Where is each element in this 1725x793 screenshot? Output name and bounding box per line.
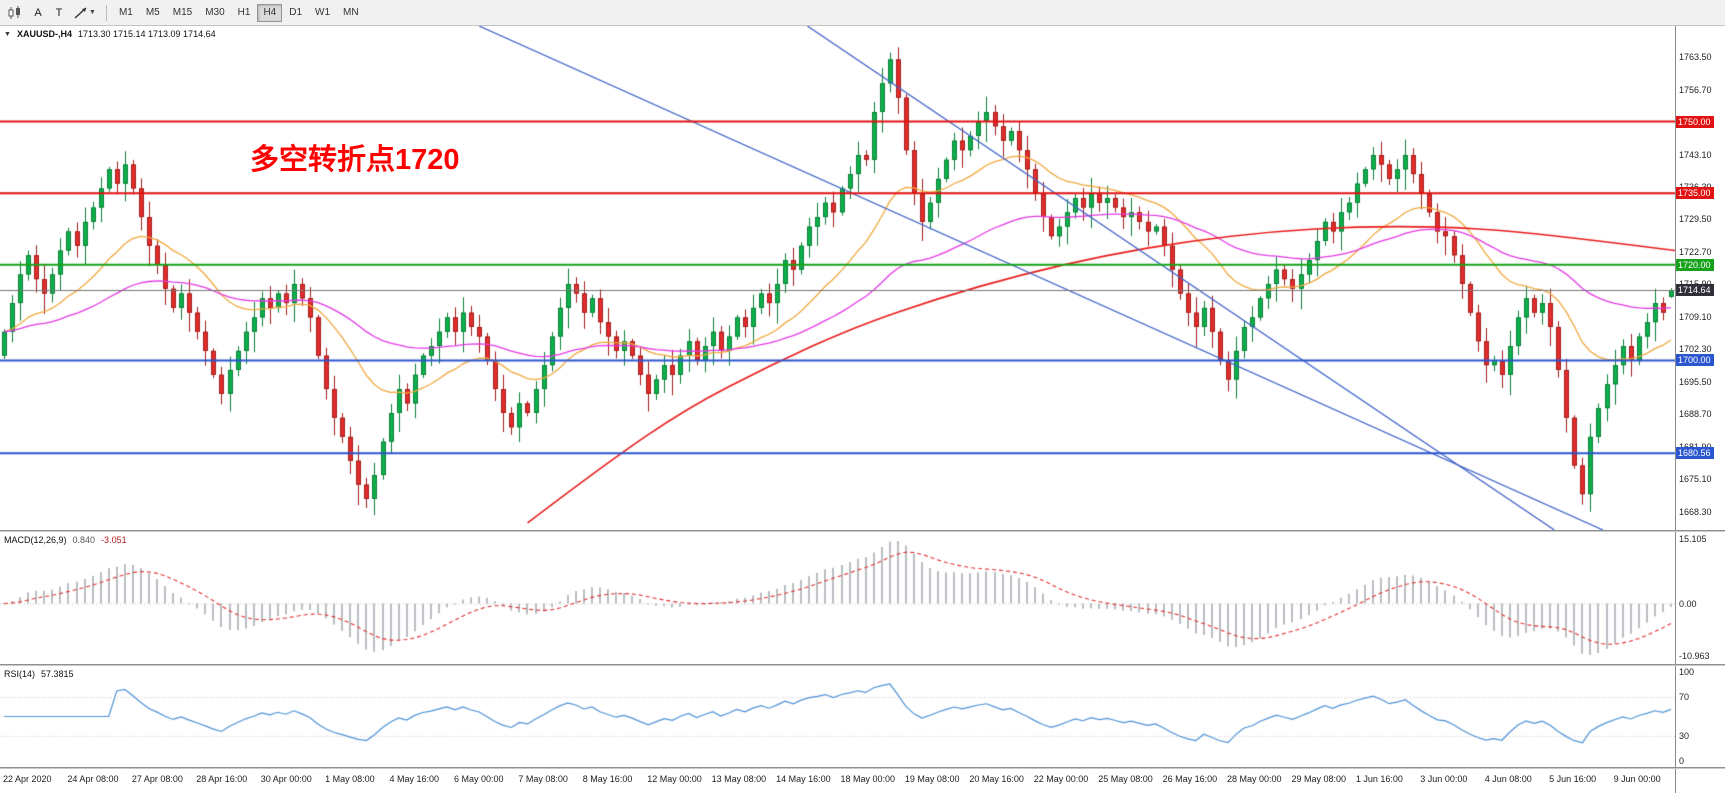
time-label: 28 May 00:00 (1227, 774, 1282, 784)
macd-label: MACD(12,26,9) (4, 535, 67, 545)
rsi-label: RSI(14) (4, 669, 36, 679)
toolbar: A T ▼ M1 M5 M15 M30 H1 H4 D1 W1 MN (0, 0, 1725, 26)
time-label: 1 May 08:00 (325, 774, 375, 784)
panel-divider[interactable] (0, 664, 1725, 666)
rsi-axis-label: 30 (1679, 730, 1690, 741)
chart-window: ▼ XAUUSD-,H4 1713.30 1715.14 1713.09 171… (0, 26, 1725, 793)
price-tick-label: 1715.90 (1679, 279, 1712, 289)
rsi-axis-label: 0 (1679, 756, 1685, 766)
current-price-badge: 1714.64 (1676, 284, 1714, 297)
chevron-down-icon: ▼ (89, 9, 96, 16)
macd-axis[interactable]: 15.105 0.00 -10.963 (1675, 532, 1725, 664)
rsi-panel: RSI(14) 57.3815 100 70 30 0 (0, 666, 1725, 767)
text-tool-button[interactable]: T (49, 3, 69, 23)
tf-m30-button[interactable]: M30 (199, 4, 230, 22)
time-label: 5 Jun 16:00 (1549, 774, 1597, 784)
symbol-label: XAUUSD-,H4 (16, 29, 72, 39)
time-label: 20 May 16:00 (969, 774, 1024, 784)
time-label: 4 May 16:00 (389, 774, 440, 784)
rsi-axis-label: 100 (1679, 667, 1695, 677)
time-label: 24 Apr 08:00 (67, 774, 119, 784)
panel-divider[interactable] (0, 767, 1725, 769)
time-label: 6 May 00:00 (453, 774, 504, 784)
symbol-marker-icon: ▼ (4, 30, 11, 38)
tf-w1-button[interactable]: W1 (309, 4, 336, 22)
draw-line-tool-icon[interactable]: ▼ (70, 2, 100, 24)
tf-m5-button[interactable]: M5 (140, 4, 166, 22)
main-chart-panel: ▼ XAUUSD-,H4 1713.30 1715.14 1713.09 171… (0, 26, 1725, 530)
tf-h4-button[interactable]: H4 (257, 3, 283, 22)
panel-divider[interactable] (0, 530, 1725, 532)
price-chart-canvas[interactable] (0, 26, 1675, 530)
time-label: 29 May 08:00 (1291, 774, 1346, 784)
time-label: 12 May 00:00 (647, 774, 702, 784)
axis-separator (1675, 769, 1676, 793)
price-line-badge: 1750.00 (1676, 115, 1714, 128)
time-label: 9 Jun 00:00 (1613, 774, 1661, 784)
time-label: 30 Apr 00:00 (260, 774, 312, 784)
price-tick-label: 1681.90 (1679, 442, 1712, 452)
price-line-badge: 1680.56 (1676, 447, 1714, 460)
macd-signal-value: -3.051 (101, 535, 127, 545)
tf-mn-button[interactable]: MN (337, 4, 365, 22)
tf-m15-button[interactable]: M15 (167, 4, 198, 22)
price-tick-label: 1763.50 (1679, 52, 1712, 63)
price-tick-label: 1709.10 (1679, 311, 1712, 322)
time-label: 28 Apr 16:00 (196, 774, 248, 784)
time-label: 26 May 16:00 (1162, 774, 1218, 784)
time-label: 7 May 08:00 (518, 774, 568, 784)
macd-header: MACD(12,26,9) 0.840 -3.051 (4, 535, 127, 545)
rsi-axis-label: 70 (1679, 692, 1690, 703)
toolbar-separator (105, 4, 107, 21)
price-tick-label: 1736.30 (1679, 182, 1712, 192)
candlestick-chart-icon[interactable] (4, 2, 27, 24)
time-axis[interactable]: 22 Apr 2020 24 Apr 08:00 27 Apr 08:00 28 Ap… (0, 769, 1725, 793)
price-tick-label: 1729.50 (1679, 214, 1712, 225)
tf-d1-button[interactable]: D1 (283, 4, 308, 22)
price-line-badge: 1700.00 (1676, 354, 1714, 367)
time-label: 25 May 08:00 (1098, 774, 1153, 784)
price-tick-label: 1743.10 (1679, 149, 1712, 160)
rsi-header: RSI(14) 57.3815 (4, 669, 74, 679)
time-label: 13 May 08:00 (711, 774, 767, 784)
rsi-chart-canvas[interactable] (0, 666, 1675, 767)
price-line-badge: 1735.00 (1676, 187, 1714, 200)
macd-axis-label: 0.00 (1679, 598, 1697, 609)
tf-m1-button[interactable]: M1 (113, 4, 139, 22)
ohlc-values: 1713.30 1715.14 1713.09 1714.64 (77, 29, 216, 39)
time-label: 18 May 00:00 (840, 774, 896, 784)
macd-main-value: 0.840 (72, 535, 96, 545)
price-tick-label: 1688.70 (1679, 409, 1712, 420)
rsi-axis[interactable]: 100 70 30 0 (1675, 666, 1725, 767)
time-label: 8 May 16:00 (582, 774, 633, 784)
price-tick-label: 1675.10 (1679, 474, 1712, 485)
macd-axis-label: 15.105 (1679, 534, 1707, 544)
chart-header: ▼ XAUUSD-,H4 1713.30 1715.14 1713.09 171… (4, 29, 216, 39)
tf-h1-button[interactable]: H1 (232, 4, 257, 22)
time-label: 22 May 00:00 (1033, 774, 1089, 784)
time-label: 22 Apr 2020 (3, 774, 52, 784)
time-label: 27 Apr 08:00 (131, 774, 183, 784)
macd-chart-canvas[interactable] (0, 532, 1675, 664)
time-label: 14 May 16:00 (776, 774, 831, 784)
price-tick-label: 1695.50 (1679, 376, 1712, 387)
cursor-tool-button[interactable]: A (28, 3, 48, 23)
price-axis[interactable]: 1763.501756.701749.901743.101736.301729.… (1675, 26, 1725, 530)
macd-axis-label: -10.963 (1679, 651, 1710, 662)
time-label: 3 Jun 00:00 (1420, 774, 1468, 784)
rsi-value: 57.3815 (41, 669, 74, 679)
price-line-badge: 1720.00 (1676, 258, 1714, 271)
time-label: 4 Jun 08:00 (1484, 774, 1532, 784)
macd-panel: MACD(12,26,9) 0.840 -3.051 15.105 0.00 -10… (0, 532, 1725, 664)
price-tick-label: 1668.30 (1679, 506, 1712, 517)
chart-annotation[interactable]: 多空转折点1720 (250, 144, 460, 176)
price-tick-label: 1702.30 (1679, 344, 1712, 355)
price-tick-label: 1722.70 (1679, 246, 1712, 257)
time-label: 1 Jun 16:00 (1355, 774, 1403, 784)
time-label: 19 May 08:00 (904, 774, 960, 784)
price-tick-label: 1756.70 (1679, 84, 1712, 95)
